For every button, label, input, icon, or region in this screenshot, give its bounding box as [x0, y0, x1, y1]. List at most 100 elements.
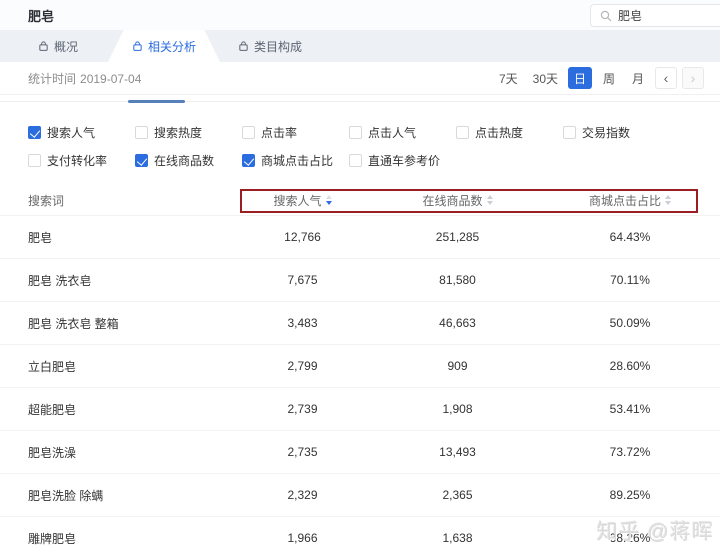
mall-click-ratio-cell: 53.41%	[609, 402, 651, 416]
mall-click-ratio-cell: 89.25%	[609, 488, 651, 502]
search-popularity-cell: 2,329	[287, 488, 318, 502]
tab-label: 类目构成	[253, 39, 302, 54]
keyword-cell: 超能肥皂	[28, 402, 77, 417]
keyword-table: 搜索词 搜索人气 在线商品数 商城点击占比 肥皂 12,766 251,285 …	[0, 185, 720, 556]
search-popularity-cell: 2,735	[287, 445, 318, 459]
chevron-left-icon[interactable]: ‹	[655, 67, 677, 89]
mall-click-ratio-cell: 50.09%	[609, 316, 651, 330]
column-label: 在线商品数	[422, 193, 483, 208]
online-products-cell: 81,580	[439, 273, 476, 287]
table-row: 雕牌肥皂 1,966 1,638 38.26%	[0, 516, 720, 556]
table-row: 立白肥皂 2,799 909 28.60%	[0, 344, 720, 387]
online-products-cell: 13,493	[439, 445, 476, 459]
column-header-mall-click-ratio[interactable]: 商城点击占比	[540, 192, 720, 209]
filter-label: 支付转化率	[47, 153, 108, 168]
checkbox[interactable]	[349, 153, 362, 167]
filter-label: 点击率	[261, 125, 298, 140]
filter-click-heat[interactable]: 点击热度	[456, 124, 563, 141]
table-row: 肥皂洗澡 2,735 13,493 73.72%	[0, 430, 720, 473]
mall-click-ratio-cell: 38.26%	[609, 531, 651, 545]
online-products-cell: 46,663	[439, 316, 476, 330]
checkbox[interactable]	[242, 153, 255, 167]
range-30d-button[interactable]: 30天	[528, 67, 563, 89]
column-header-keyword: 搜索词	[28, 193, 65, 208]
tab-label: 相关分析	[147, 39, 196, 54]
table-row: 肥皂 洗衣皂 整箱 3,483 46,663 50.09%	[0, 301, 720, 344]
checkbox[interactable]	[28, 125, 41, 139]
filter-label: 搜索人气	[47, 125, 96, 140]
table-row: 肥皂洗脸 除螨 2,329 2,365 89.25%	[0, 473, 720, 516]
sort-icon	[665, 195, 671, 205]
filter-payment-conversion[interactable]: 支付转化率	[28, 152, 135, 169]
filter-row: 支付转化率 在线商品数 商城点击占比 直通车参考价	[28, 149, 720, 171]
checkbox[interactable]	[349, 125, 362, 139]
keyword-cell: 肥皂	[28, 230, 53, 245]
filter-label: 交易指数	[582, 125, 631, 140]
tab-label: 概况	[53, 39, 78, 54]
column-header-search-popularity[interactable]: 搜索人气	[230, 192, 375, 209]
sort-icon	[486, 195, 493, 205]
search-popularity-cell: 12,766	[284, 230, 321, 244]
keyword-cell: 立白肥皂	[28, 359, 77, 374]
filter-click-popularity[interactable]: 点击人气	[349, 124, 456, 141]
date-range-group: 7天 30天 日 周 月 ‹ ›	[494, 67, 704, 89]
keyword-cell: 肥皂洗脸 除螨	[28, 488, 104, 503]
column-header-online-products[interactable]: 在线商品数	[375, 192, 540, 209]
keyword-cell: 雕牌肥皂	[28, 531, 77, 546]
search-input[interactable]: 肥皂	[590, 4, 720, 27]
filter-label: 直通车参考价	[368, 153, 441, 168]
filter-label: 搜索热度	[154, 125, 203, 140]
range-month-button[interactable]: 月	[626, 67, 650, 89]
tab-related-analysis[interactable]: 相关分析	[108, 30, 220, 62]
filter-label: 在线商品数	[154, 153, 215, 168]
mall-click-ratio-cell: 70.11%	[610, 273, 650, 287]
online-products-cell: 1,638	[442, 531, 473, 545]
stat-time: 统计时间 2019-07-04	[28, 70, 141, 87]
online-products-cell: 2,365	[442, 488, 473, 502]
search-icon	[600, 10, 612, 21]
filter-row: 搜索人气 搜索热度 点击率 点击人气 点击热度 交易指数	[28, 121, 720, 143]
filter-label: 商城点击占比	[261, 153, 334, 168]
column-label: 搜索人气	[273, 193, 322, 208]
filter-search-popularity[interactable]: 搜索人气	[28, 124, 135, 141]
tab-category-composition[interactable]: 类目构成	[220, 30, 320, 62]
bag-icon	[238, 40, 249, 52]
filter-transaction-index[interactable]: 交易指数	[563, 124, 670, 141]
top-bar: 肥皂 肥皂	[0, 0, 720, 30]
keyword-cell: 肥皂 洗衣皂	[28, 273, 92, 288]
checkbox[interactable]	[135, 153, 148, 167]
mall-click-ratio-cell: 73.72%	[609, 445, 651, 459]
horizontal-scrollbar	[0, 95, 720, 109]
checkbox[interactable]	[135, 125, 148, 139]
bag-icon	[132, 40, 143, 52]
search-popularity-cell: 7,675	[287, 273, 318, 287]
tab-overview[interactable]: 概况	[8, 30, 108, 62]
search-value: 肥皂	[618, 9, 643, 23]
mall-click-ratio-cell: 28.60%	[609, 359, 651, 373]
filter-search-heat[interactable]: 搜索热度	[135, 124, 242, 141]
filter-mall-click-ratio[interactable]: 商城点击占比	[242, 152, 349, 169]
sort-desc-icon	[325, 195, 332, 205]
checkbox[interactable]	[28, 153, 41, 167]
scrollbar-thumb[interactable]	[128, 100, 185, 103]
toolbar: 统计时间 2019-07-04 7天 30天 日 周 月 ‹ ›	[0, 62, 720, 95]
filter-online-products[interactable]: 在线商品数	[135, 152, 242, 169]
mall-click-ratio-cell: 64.43%	[609, 230, 651, 244]
search-popularity-cell: 1,966	[287, 531, 318, 545]
keyword-cell: 肥皂洗澡	[28, 445, 77, 460]
range-week-button[interactable]: 周	[597, 67, 621, 89]
page-title: 肥皂	[28, 8, 55, 24]
range-7d-button[interactable]: 7天	[494, 67, 523, 89]
range-day-button[interactable]: 日	[568, 67, 592, 89]
filter-click-rate[interactable]: 点击率	[242, 124, 349, 141]
checkbox[interactable]	[242, 125, 255, 139]
checkbox[interactable]	[456, 125, 469, 139]
bag-icon	[38, 40, 49, 52]
table-row: 肥皂 12,766 251,285 64.43%	[0, 215, 720, 258]
checkbox[interactable]	[563, 125, 576, 139]
online-products-cell: 909	[447, 359, 468, 373]
filter-ztc-reference-price[interactable]: 直通车参考价	[349, 152, 456, 169]
scrollbar-track	[0, 101, 720, 102]
table-header-row: 搜索词 搜索人气 在线商品数 商城点击占比	[0, 185, 720, 215]
chevron-right-icon[interactable]: ›	[682, 67, 704, 89]
